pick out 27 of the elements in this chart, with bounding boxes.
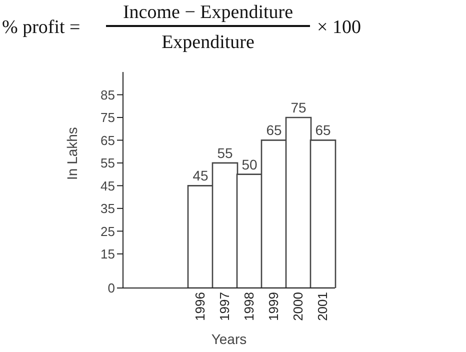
data-label: 75 <box>290 99 306 116</box>
x-tick-label: 1999 <box>266 292 281 321</box>
y-tick-label: 45 <box>100 178 115 194</box>
text: Expenditure <box>160 32 256 54</box>
y-tick-label: 55 <box>100 156 115 171</box>
data-label: 55 <box>217 144 233 161</box>
data-label: 50 <box>242 156 258 172</box>
y-tick-label: 35 <box>100 201 115 216</box>
text: × 100 <box>317 17 361 39</box>
y-tick-label: 25 <box>100 224 115 239</box>
y-tick-label: 85 <box>100 87 115 102</box>
x-tick-label: 1998 <box>241 292 256 321</box>
y-tick-label: 15 <box>100 246 115 262</box>
data-label: 65 <box>266 122 282 138</box>
y-tick-label: 65 <box>100 132 115 148</box>
x-axis-title: Years <box>211 331 247 347</box>
text: % profit = <box>2 17 80 39</box>
data-label: 45 <box>192 168 208 184</box>
x-tick-label: 1996 <box>192 292 208 321</box>
x-tick-label: 1997 <box>216 292 232 321</box>
x-tick-label: 2000 <box>290 292 306 321</box>
y-axis-title: In Lakhs <box>64 127 80 180</box>
data-label: 65 <box>315 122 331 138</box>
text: Income − Expenditure <box>106 2 310 27</box>
y-tick-label: 0 <box>108 280 115 296</box>
x-tick-label: 2001 <box>314 292 330 321</box>
y-tick-label: 75 <box>100 110 115 126</box>
